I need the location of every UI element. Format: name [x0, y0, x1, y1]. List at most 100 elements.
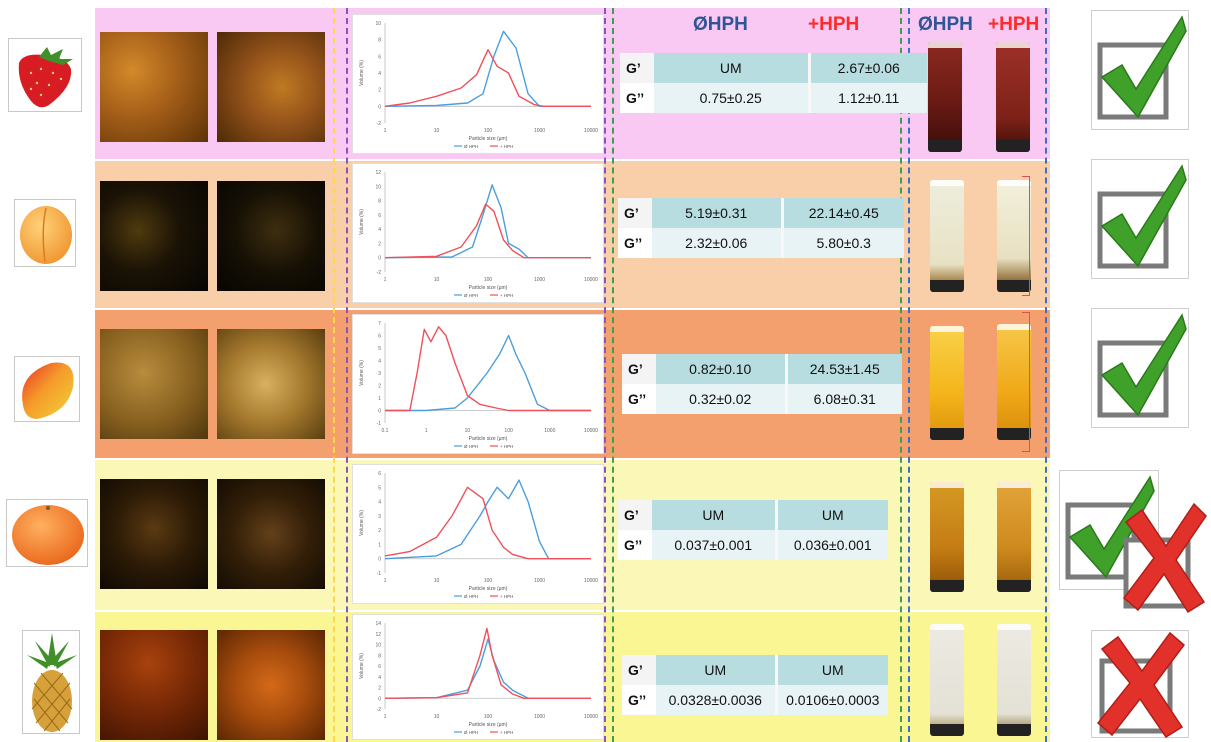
- legend-no-hph: Ø HPH: [464, 293, 478, 298]
- y-tick-label: 2: [378, 88, 381, 94]
- series-line-no-hph: [384, 479, 591, 560]
- x-tick-label: 0.1: [382, 428, 389, 434]
- vial-hph-apricot: [997, 180, 1031, 292]
- x-tick-label: 1: [384, 128, 387, 134]
- x-tick-label: 1: [384, 714, 387, 720]
- check-icon: [1097, 15, 1187, 120]
- x-axis-label: Particle size (µm): [469, 722, 508, 728]
- y-tick-label: 12: [375, 170, 381, 176]
- y-tick-label: 7: [378, 321, 381, 327]
- g1-label: G’: [622, 655, 656, 685]
- y-tick-label: 1: [378, 542, 381, 548]
- y-tick-label: 3: [378, 514, 381, 520]
- legend-hph: + HPH: [500, 730, 513, 735]
- g2-no-hph-value: 0.32±0.02: [656, 384, 786, 414]
- g2-hph-value: 1.12±0.11: [807, 83, 927, 113]
- x-axis-label: Particle size (µm): [469, 586, 508, 592]
- x-tick-label: 1000: [544, 428, 555, 434]
- column-divider: [612, 8, 614, 742]
- vial-hph-mango: [997, 324, 1031, 440]
- x-tick-label: 10: [434, 578, 440, 584]
- x-tick-label: 100: [504, 428, 513, 434]
- g1-hph-value: UM: [774, 500, 888, 530]
- y-tick-label: 14: [375, 621, 381, 627]
- y-tick-label: 2: [378, 384, 381, 390]
- legend-hph: + HPH: [500, 144, 513, 149]
- g1-hph-value: 22.14±0.45: [780, 198, 904, 228]
- y-tick-label: 3: [378, 371, 381, 377]
- g1-label: G’: [618, 500, 652, 530]
- g1-no-hph-value: UM: [654, 53, 809, 83]
- verdict-mango: [1091, 308, 1189, 428]
- column-divider: [333, 8, 335, 742]
- pineapple-icon: [22, 630, 80, 734]
- g2-no-hph-value: 2.32±0.06: [652, 228, 782, 258]
- x-tick-label: 1000: [534, 714, 545, 720]
- legend-hph: + HPH: [500, 293, 513, 298]
- y-tick-label: 0: [378, 104, 381, 110]
- legend-hph: + HPH: [500, 594, 513, 599]
- y-tick-label: 5: [378, 485, 381, 491]
- y-axis-label: Volume (%): [359, 60, 365, 86]
- microscopy-hph-mango: [217, 329, 325, 439]
- y-tick-label: 10: [375, 184, 381, 190]
- series-line-hph: [384, 486, 591, 560]
- y-tick-label: 4: [378, 500, 381, 506]
- g1-label: G’: [622, 354, 656, 384]
- x-tick-label: 1000: [534, 578, 545, 584]
- g2-label: G’’: [620, 83, 654, 113]
- y-tick-label: 12: [375, 632, 381, 638]
- column-divider: [1045, 8, 1047, 742]
- header-vial-hph: +HPH: [988, 14, 1040, 35]
- microscopy-no-hph-pineapple: [100, 630, 208, 740]
- y-tick-label: 8: [378, 199, 381, 205]
- microscopy-hph-strawberry: [217, 32, 325, 142]
- verdict-strawberry: [1091, 10, 1189, 130]
- x-tick-label: 100: [484, 714, 493, 720]
- microscopy-hph-pineapple: [217, 630, 325, 740]
- g1-hph-value: 2.67±0.06: [807, 53, 927, 83]
- header-rheo-no-hph: ØHPH: [693, 14, 748, 35]
- column-divider: [908, 8, 910, 742]
- g1-no-hph-value: UM: [656, 655, 776, 685]
- legend-no-hph: Ø HPH: [464, 444, 478, 449]
- x-tick-label: 10000: [584, 277, 598, 283]
- legend-hph: + HPH: [500, 444, 513, 449]
- y-tick-label: 4: [378, 675, 381, 681]
- microscopy-no-hph-strawberry: [100, 32, 208, 142]
- y-tick-label: -1: [377, 571, 382, 577]
- y-tick-label: 8: [378, 653, 381, 659]
- g1-no-hph-value: 5.19±0.31: [652, 198, 782, 228]
- vial-no-hph-tangerine: [930, 482, 964, 592]
- g2-hph-value: 0.0106±0.0003: [774, 685, 888, 715]
- tangerine-icon: [6, 499, 88, 567]
- g2-label: G’’: [622, 384, 656, 414]
- x-tick-label: 10: [434, 277, 440, 283]
- y-tick-label: 10: [375, 643, 381, 649]
- y-tick-label: 4: [378, 359, 381, 365]
- vial-hph-tangerine: [997, 482, 1031, 592]
- g1-hph-value: UM: [774, 655, 888, 685]
- rheology-table-strawberry: G’ UM 2.67±0.06 G’’ 0.75±0.25 1.12±0.11: [620, 53, 927, 113]
- g2-hph-value: 6.08±0.31: [784, 384, 902, 414]
- g2-hph-value: 5.80±0.3: [780, 228, 904, 258]
- x-tick-label: 1: [384, 277, 387, 283]
- series-line-no-hph: [384, 638, 591, 699]
- psd-chart-apricot: -2 0 2 4 6 8 10 12 1 10 100 1000 10000 Particle size …: [352, 163, 604, 303]
- y-tick-label: 1: [378, 396, 381, 402]
- check-icon: [1097, 164, 1187, 269]
- vial-hph-pineapple: [997, 624, 1031, 736]
- x-tick-label: 100: [484, 578, 493, 584]
- x-tick-label: 100: [484, 277, 493, 283]
- y-tick-label: 0: [378, 557, 381, 563]
- x-tick-label: 1: [425, 428, 428, 434]
- y-tick-label: 4: [378, 227, 381, 233]
- vial-no-hph-strawberry: [928, 42, 962, 152]
- series-line-no-hph: [384, 184, 591, 259]
- psd-chart-mango: -1 0 1 2 3 4 5 6 7 0.1 1 10 100 1000 10000 Particle siz…: [352, 314, 604, 454]
- x-tick-label: 10: [465, 428, 471, 434]
- strawberry-icon: [8, 38, 82, 112]
- g2-no-hph-value: 0.75±0.25: [654, 83, 809, 113]
- x-tick-label: 100: [484, 128, 493, 134]
- x-tick-label: 10000: [584, 128, 598, 134]
